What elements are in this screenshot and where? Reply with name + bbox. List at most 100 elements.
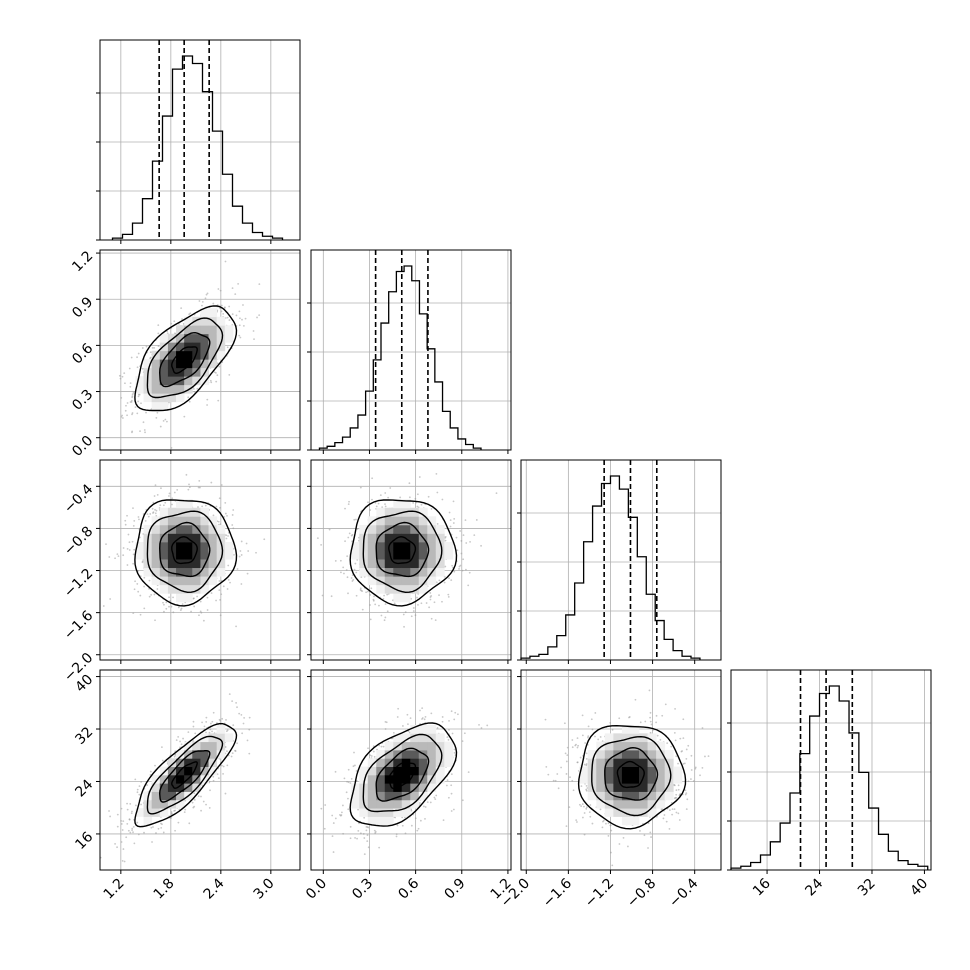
contour-level xyxy=(146,735,224,815)
density-cell xyxy=(192,550,201,560)
sample-point xyxy=(126,802,128,805)
sample-point xyxy=(575,819,578,822)
density-cell xyxy=(630,774,640,784)
density-cell xyxy=(393,576,403,586)
sample-point xyxy=(168,492,171,495)
sample-point xyxy=(378,744,381,747)
sample-point xyxy=(108,556,111,558)
density-cell xyxy=(159,808,169,817)
sample-point xyxy=(694,766,697,769)
sample-point xyxy=(155,509,158,512)
density-cell xyxy=(630,808,640,817)
sample-point xyxy=(216,362,219,365)
sample-point xyxy=(201,304,203,307)
density-cell xyxy=(376,576,386,586)
density-cell xyxy=(151,576,161,586)
density-cell xyxy=(159,799,169,809)
density-cell xyxy=(200,316,209,326)
density-cell xyxy=(656,783,666,792)
density-cell xyxy=(151,401,161,411)
sample-point xyxy=(208,807,211,809)
sample-point xyxy=(180,607,183,610)
density-cell xyxy=(216,733,226,743)
density-cell xyxy=(367,533,377,543)
density-cell xyxy=(647,774,657,784)
sample-point xyxy=(473,534,476,537)
density-cell xyxy=(151,524,161,534)
sample-point xyxy=(182,737,184,740)
density-cell xyxy=(167,791,177,801)
sample-point xyxy=(141,560,144,563)
sample-point xyxy=(154,512,157,515)
sample-point xyxy=(580,805,583,808)
density-cell xyxy=(427,725,437,734)
sample-point xyxy=(605,822,607,825)
density-cell xyxy=(176,516,185,526)
sample-point xyxy=(361,608,364,611)
sample-point xyxy=(133,842,136,845)
sample-point xyxy=(353,568,356,571)
sample-point xyxy=(649,711,652,714)
density-cell xyxy=(159,524,169,534)
density-cell xyxy=(621,733,631,743)
sample-point xyxy=(131,431,133,434)
density-cell xyxy=(159,507,169,517)
sample-point xyxy=(227,564,230,567)
density-cell xyxy=(167,393,177,403)
sample-point xyxy=(131,396,134,399)
density-cell xyxy=(596,791,606,801)
sample-point xyxy=(117,555,120,558)
sample-point xyxy=(424,817,426,820)
density-cell xyxy=(418,741,428,751)
sample-point xyxy=(342,832,345,835)
density-cell xyxy=(159,384,169,394)
sample-point xyxy=(121,417,124,419)
density-cell xyxy=(159,350,169,360)
sample-point xyxy=(120,415,123,418)
density-cell xyxy=(427,741,437,751)
density-cell xyxy=(613,733,623,743)
density-cell xyxy=(435,567,445,577)
contour-level xyxy=(375,521,430,578)
sample-point xyxy=(122,820,125,823)
sample-point xyxy=(347,797,349,800)
sample-point xyxy=(384,603,387,606)
sample-point xyxy=(226,764,229,767)
sample-point xyxy=(330,595,333,598)
density-cell xyxy=(401,808,411,817)
density-cell xyxy=(401,516,411,526)
sample-point xyxy=(406,713,409,716)
x-tick-label: 0.9 xyxy=(442,876,469,903)
density-cell xyxy=(216,541,226,551)
sample-point xyxy=(224,260,227,263)
sample-point xyxy=(374,603,377,606)
density-cell xyxy=(384,816,394,826)
density-cell xyxy=(376,550,386,560)
density-cell xyxy=(613,783,623,792)
sample-point xyxy=(396,716,399,718)
sample-point xyxy=(223,307,226,309)
sample-point xyxy=(231,524,234,526)
sample-point xyxy=(430,508,433,510)
density-cell xyxy=(350,541,360,551)
sample-point xyxy=(349,837,352,840)
sample-point xyxy=(448,728,450,731)
density-cell xyxy=(393,758,403,768)
sample-point xyxy=(222,772,224,775)
contour-level xyxy=(577,724,687,830)
density-cell xyxy=(184,333,193,343)
density-cell xyxy=(216,567,226,577)
sample-point xyxy=(237,282,240,285)
sample-point xyxy=(576,821,578,823)
sample-point xyxy=(173,755,176,758)
density-cell xyxy=(159,376,169,386)
sample-point xyxy=(685,757,688,760)
density-cell xyxy=(427,541,437,551)
density-cell xyxy=(151,791,161,801)
sample-point xyxy=(137,516,140,518)
sample-point xyxy=(436,727,439,729)
sample-point xyxy=(607,834,610,837)
sample-point xyxy=(124,382,126,385)
density-cell xyxy=(664,791,674,801)
sample-point xyxy=(347,768,350,771)
